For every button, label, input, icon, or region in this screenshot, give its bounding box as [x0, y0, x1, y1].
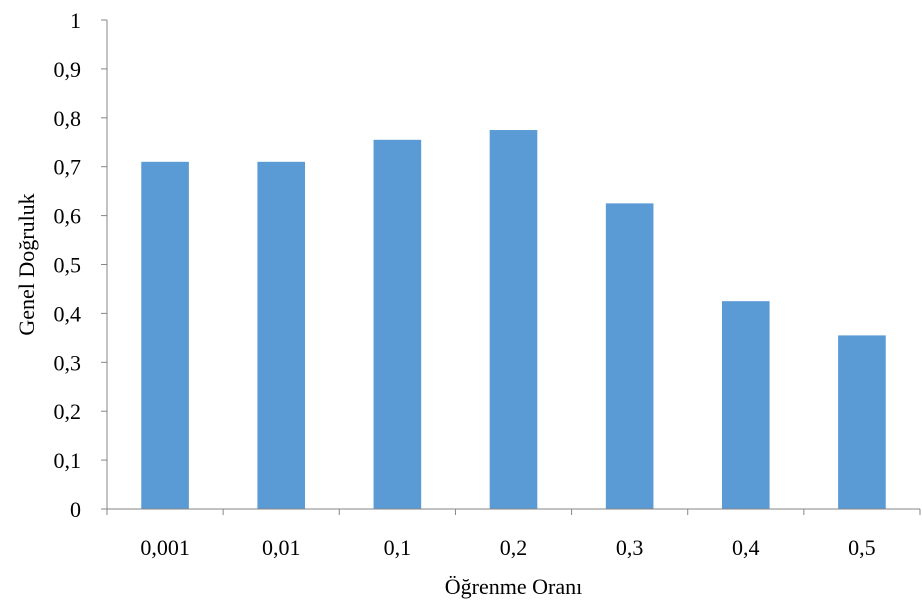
x-tick-label: 0,1 — [384, 535, 412, 560]
x-tick-label: 0,3 — [616, 535, 644, 560]
y-tick-label: 0,8 — [54, 106, 82, 131]
y-axis-title: Genel Doğruluk — [14, 193, 39, 335]
bar — [838, 335, 886, 509]
y-tick-label: 1 — [70, 8, 81, 33]
y-tick-label: 0,2 — [54, 399, 82, 424]
y-tick-label: 0 — [70, 497, 81, 522]
y-tick-label: 0,5 — [54, 253, 82, 278]
y-tick-label: 0,6 — [54, 204, 82, 229]
x-tick-label: 0,4 — [732, 535, 760, 560]
bar — [141, 161, 189, 509]
bar — [605, 203, 654, 509]
x-axis-ticks: 0,001 0,01 0,1 0,2 0,3 0,4 0,5 — [106, 509, 921, 560]
x-tick-label: 0,2 — [500, 535, 528, 560]
bar — [373, 139, 422, 509]
bar — [257, 161, 306, 509]
x-tick-label: 0,001 — [140, 535, 190, 560]
y-tick-label: 0,9 — [54, 57, 82, 82]
x-axis-title: Öğrenme Oranı — [445, 574, 582, 599]
x-tick-label: 0,01 — [262, 535, 301, 560]
y-tick-label: 0,1 — [54, 448, 82, 473]
bar — [721, 301, 770, 509]
y-tick-label: 0,4 — [54, 301, 82, 326]
y-tick-label: 0,7 — [54, 155, 82, 180]
bar — [489, 130, 538, 509]
y-axis-ticks: 0 0,1 0,2 0,3 0,4 0,5 0,6 0,7 0,8 0,9 1 — [54, 8, 107, 522]
x-tick-label: 0,5 — [848, 535, 876, 560]
y-tick-label: 0,3 — [54, 350, 82, 375]
bars — [141, 130, 886, 509]
